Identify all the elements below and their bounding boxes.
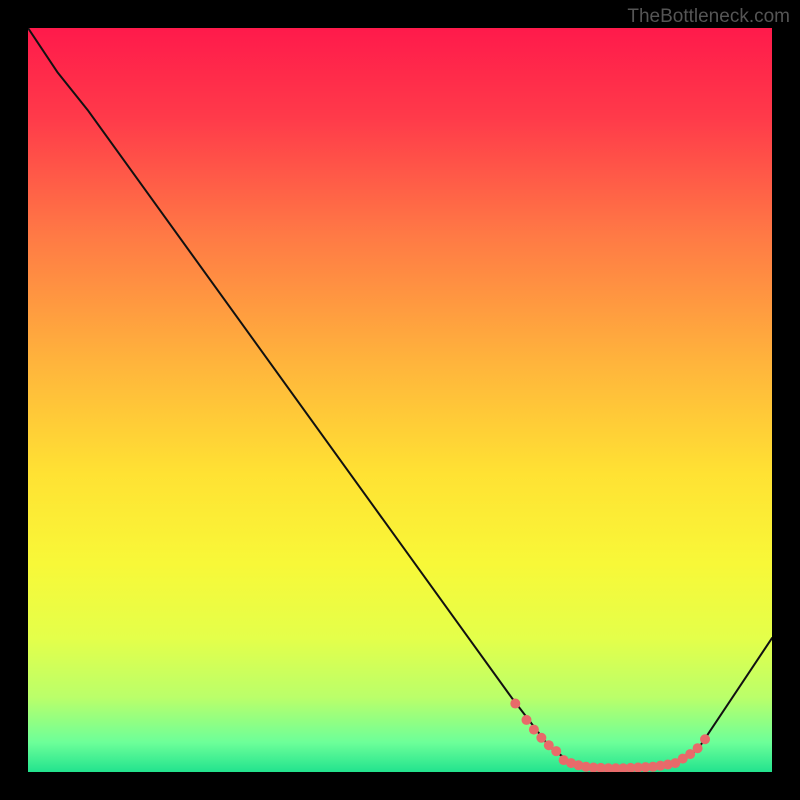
plot-svg	[28, 28, 772, 772]
marker-point	[521, 715, 531, 725]
marker-point	[536, 733, 546, 743]
marker-point	[700, 734, 710, 744]
marker-point	[510, 699, 520, 709]
marker-point	[693, 743, 703, 753]
marker-point	[551, 746, 561, 756]
plot-area	[28, 28, 772, 772]
chart-container: TheBottleneck.com	[0, 0, 800, 800]
marker-point	[529, 725, 539, 735]
watermark-text: TheBottleneck.com	[627, 6, 790, 28]
plot-background	[28, 28, 772, 772]
